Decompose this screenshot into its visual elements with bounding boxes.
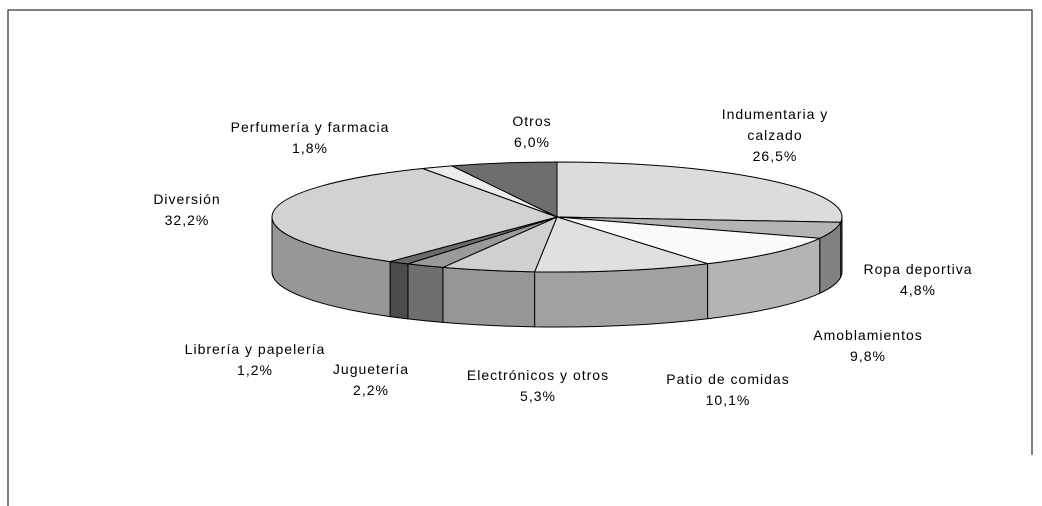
value-label: 1,2% <box>237 362 273 378</box>
category-label: Librería y papelería <box>184 341 326 357</box>
value-label: 4,8% <box>900 282 936 298</box>
slice <box>533 216 708 273</box>
value-label: 5,3% <box>520 388 556 404</box>
value-label: 10,1% <box>705 392 751 408</box>
slice-label: Patio de comidas 10,1% <box>666 369 789 411</box>
slice-side <box>534 263 709 328</box>
slice <box>556 216 822 265</box>
slice-side <box>407 263 444 323</box>
slice-label: Otros 6,0% <box>512 111 551 153</box>
slice-label: Indumentaria y calzado 26,5% <box>700 104 850 167</box>
category-label: Amoblamientos <box>813 327 923 343</box>
slice <box>450 161 558 218</box>
slice-label: Juguetería 2,2% <box>333 359 409 401</box>
value-label: 9,8% <box>850 348 886 364</box>
slice-label: Librería y papelería 1,2% <box>185 339 326 381</box>
slice-label: Ropa deportiva 4,8% <box>864 259 973 301</box>
category-label: Patio de comidas <box>666 371 790 387</box>
slice-side <box>389 261 409 320</box>
slice-side <box>442 266 536 328</box>
value-label: 26,5% <box>752 148 798 164</box>
category-label: Electrónicos y otros <box>466 367 610 383</box>
value-label: 32,2% <box>164 212 210 228</box>
category-label: Diversión <box>153 191 221 207</box>
category-label: Juguetería <box>332 361 410 377</box>
value-label: 6,0% <box>514 134 550 150</box>
slice-label: Diversión 32,2% <box>153 189 220 231</box>
category-label: Indumentaria y calzado <box>721 106 829 143</box>
value-label: 1,8% <box>292 140 328 156</box>
category-label: Otros <box>512 113 552 129</box>
value-label: 2,2% <box>353 382 389 398</box>
slice-label: Perfumería y farmacia 1,8% <box>231 117 390 159</box>
slice-label: Amoblamientos 9,8% <box>813 325 923 367</box>
chart-frame <box>7 9 1033 506</box>
slice <box>556 161 843 223</box>
slice-label: Electrónicos y otros 5,3% <box>467 365 609 407</box>
category-label: Perfumería y farmacia <box>230 119 390 135</box>
category-label: Ropa deportiva <box>863 261 973 277</box>
